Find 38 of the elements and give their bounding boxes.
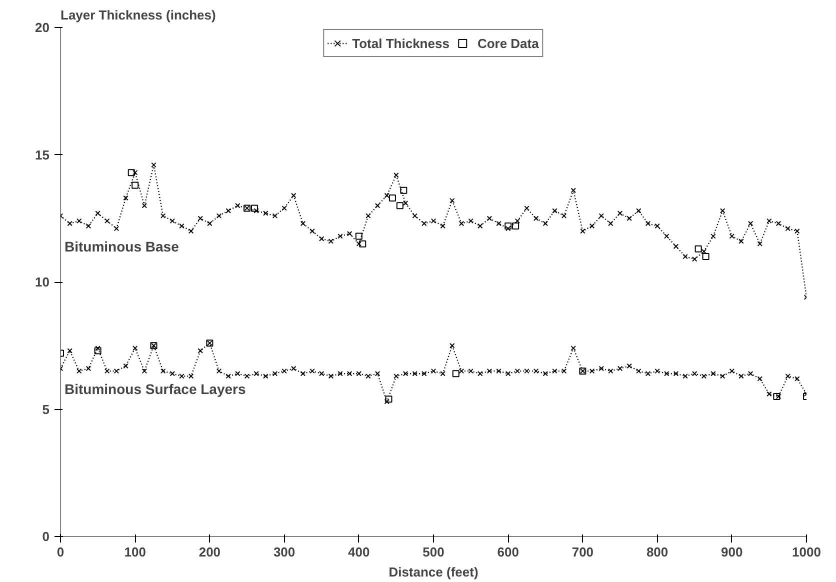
y-tick-label: 0 (42, 529, 50, 544)
y-axis-title: Layer Thickness (inches) (60, 8, 216, 22)
point (132, 182, 139, 189)
point (355, 232, 362, 240)
x-tick-label: 400 (348, 544, 370, 560)
x-tick-label: 100 (124, 544, 146, 560)
point (385, 396, 392, 403)
x-tick-label: 700 (572, 544, 594, 560)
point (396, 202, 404, 210)
y-tick-label: 5 (42, 402, 50, 417)
legend-label: Total Thickness (352, 36, 450, 50)
x-tick-label: 200 (198, 544, 221, 560)
x-tick-label: 600 (497, 544, 519, 560)
point (702, 253, 710, 260)
annotation: Bituminous Surface Layers (64, 381, 246, 398)
x-tick-label: 500 (422, 544, 444, 560)
point (94, 347, 102, 354)
point (400, 186, 408, 194)
point (512, 222, 520, 230)
point (504, 222, 512, 230)
point (694, 245, 702, 252)
y-tick-label: 15 (35, 147, 50, 162)
point (452, 370, 460, 378)
point (388, 194, 396, 202)
x-tick-label: 0 (56, 544, 64, 560)
x-tick-label: 1000 (792, 544, 821, 560)
x-tick-label: 900 (721, 544, 743, 560)
point (250, 204, 258, 212)
legend-label: Core Data (477, 36, 539, 50)
y-tick-label: 20 (35, 20, 50, 35)
point (128, 169, 135, 176)
point (359, 240, 366, 248)
x-axis-title: Distance (feet) (388, 564, 478, 580)
y-tick-label: 10 (35, 274, 50, 290)
x-tick-label: 800 (646, 544, 668, 560)
annotation: Bituminous Base (64, 238, 180, 255)
point (773, 393, 780, 400)
x-tick-label: 300 (273, 544, 296, 560)
